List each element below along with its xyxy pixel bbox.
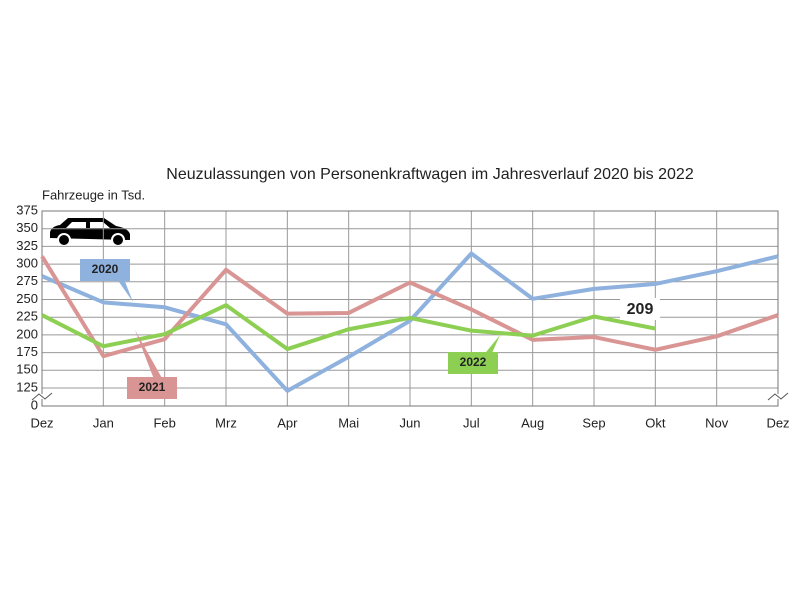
plot-border <box>41 210 779 407</box>
y-axis-label: Fahrzeuge in Tsd. <box>42 187 145 202</box>
annotation-bg <box>620 298 660 320</box>
y-tick-label: 325 <box>16 238 38 253</box>
x-tick-label: Mrz <box>215 415 237 430</box>
x-tick-label: Jun <box>400 415 421 430</box>
y-tick-label: 375 <box>16 202 38 217</box>
legend-label: 2020 <box>92 262 119 276</box>
series-line <box>41 251 779 393</box>
series-line <box>40 255 779 359</box>
x-tick-label: Jan <box>93 415 114 430</box>
x-tick-label: Nov <box>705 415 729 430</box>
x-tick-label: Aug <box>521 415 544 430</box>
series-line <box>41 303 656 352</box>
y-tick-label: 350 <box>16 220 38 235</box>
y-tick-label: 175 <box>16 344 38 359</box>
callout-pointer <box>135 330 167 387</box>
x-tick-label: Okt <box>645 415 666 430</box>
legend-label: 2022 <box>460 355 487 369</box>
axis-break <box>767 392 789 401</box>
chart-title: Neuzulassungen von Personenkraftwagen im… <box>166 166 694 183</box>
callout-box <box>127 377 177 399</box>
y-tick-label: 125 <box>16 379 38 394</box>
y-tick-label: 275 <box>16 273 38 288</box>
y-tick-label: 0 <box>31 397 38 412</box>
legend-label: 2021 <box>139 380 166 394</box>
x-tick-label: Mai <box>338 415 359 430</box>
axis-break <box>31 392 53 401</box>
car-icon <box>50 218 130 247</box>
annotation: 209 <box>627 301 654 318</box>
y-tick-label: 225 <box>16 309 38 324</box>
x-tick-label: Jul <box>463 415 480 430</box>
y-tick-label: 200 <box>16 326 38 341</box>
y-tick-label: 250 <box>16 291 38 306</box>
y-tick-label: 300 <box>16 256 38 271</box>
x-tick-label: Dez <box>30 415 53 430</box>
x-tick-label: Feb <box>153 415 175 430</box>
y-tick-label: 150 <box>16 362 38 377</box>
callout-box <box>448 352 498 374</box>
x-tick-label: Apr <box>277 415 298 430</box>
callout-box <box>80 259 130 281</box>
x-tick-label: Sep <box>582 415 605 430</box>
x-tick-label: Dez <box>766 415 789 430</box>
